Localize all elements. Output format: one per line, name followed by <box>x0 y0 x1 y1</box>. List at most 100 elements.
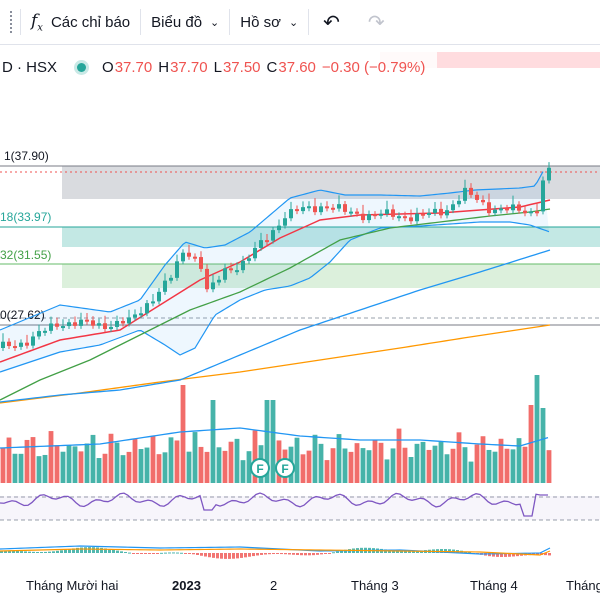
candle-body <box>55 323 59 327</box>
financial-marker[interactable]: F <box>250 458 270 478</box>
candlesticks <box>1 162 551 352</box>
candle-body <box>25 342 29 346</box>
candle-body <box>1 341 5 348</box>
undo-icon[interactable]: ↶ <box>323 11 340 34</box>
macd-bar <box>60 550 63 553</box>
candle-body <box>421 213 425 216</box>
volume-bar <box>96 458 102 483</box>
volume-bar <box>390 448 396 483</box>
candle-body <box>499 208 503 211</box>
volume-bar <box>408 456 414 483</box>
volume-bar <box>348 451 354 483</box>
macd-bar <box>196 553 199 555</box>
candle-body <box>385 209 389 214</box>
candle-body <box>361 213 365 221</box>
candle-body <box>157 291 161 302</box>
candle-body <box>247 258 251 261</box>
macd-bar <box>20 551 23 553</box>
candle-body <box>73 322 77 326</box>
macd-bar <box>332 552 335 554</box>
candle-body <box>121 320 125 324</box>
macd-bar <box>324 553 327 554</box>
volume-bar <box>360 448 366 483</box>
macd-bar <box>216 553 219 559</box>
volume-bar <box>426 449 432 483</box>
macd-bar <box>300 553 303 556</box>
macd-bar <box>4 550 7 553</box>
candle-body <box>169 277 173 281</box>
candle-body <box>283 218 287 226</box>
redo-icon[interactable]: ↷ <box>367 11 385 34</box>
volume-bar <box>342 448 348 483</box>
function-icon: fx <box>31 10 43 34</box>
volume-bar <box>354 443 360 483</box>
macd-bar <box>56 550 59 553</box>
volume-bar <box>480 436 486 483</box>
volume-ma-line <box>0 427 549 449</box>
volume-bar <box>312 434 318 483</box>
macd-line <box>0 545 551 555</box>
volume-bar <box>132 438 138 483</box>
volume-bar <box>522 446 528 483</box>
candle-body <box>49 323 53 331</box>
candle-body <box>187 252 191 257</box>
macd-bar <box>32 551 35 553</box>
macd-bar <box>188 553 191 554</box>
volume-bar <box>144 447 150 483</box>
candle-body <box>415 213 419 222</box>
bollinger-upper <box>0 171 544 331</box>
macd-bar <box>236 553 239 559</box>
indicators-button[interactable]: fx Các chỉ báo <box>21 0 140 44</box>
low-label: L <box>213 58 222 76</box>
x-axis-label: 2 <box>270 578 278 593</box>
profile-button[interactable]: Hồ sơ ⌄ <box>230 0 308 44</box>
candle-body <box>85 319 89 322</box>
candle-body <box>43 330 47 333</box>
macd-bar <box>172 552 175 554</box>
macd-bar <box>0 551 3 553</box>
volume-bar <box>420 441 426 483</box>
volume-bar <box>150 436 156 483</box>
toolbar-divider <box>308 9 310 35</box>
drag-handle-icon[interactable] <box>10 11 16 33</box>
candle-body <box>163 280 167 292</box>
volume-bar <box>330 448 336 483</box>
volume-bar <box>156 454 162 483</box>
volume-bar <box>432 445 438 483</box>
volume-bar <box>138 449 144 483</box>
volume-bar <box>510 449 516 483</box>
candle-body <box>427 212 431 215</box>
volume-bar <box>24 439 30 483</box>
volume-bar <box>414 443 420 483</box>
macd-bar <box>208 553 211 558</box>
candle-body <box>139 313 143 316</box>
chevron-down-icon: ⌄ <box>288 16 299 29</box>
chart-type-button[interactable]: Biểu đồ ⌄ <box>141 0 229 44</box>
fib-level-label: 32(31.55) <box>0 248 51 262</box>
candle-body <box>481 199 485 203</box>
candle-body <box>337 204 341 209</box>
candle-body <box>61 326 65 329</box>
candle-body <box>271 230 275 241</box>
candle-body <box>331 207 335 210</box>
candle-body <box>175 261 179 278</box>
macd-bar <box>12 550 15 553</box>
candle-body <box>97 323 101 326</box>
rsi-band <box>0 496 600 520</box>
macd-bar <box>100 547 103 553</box>
candle-body <box>325 206 329 209</box>
symbol-name[interactable]: D · HSX <box>2 58 58 76</box>
x-axis-label: 2023 <box>172 578 201 593</box>
financial-marker[interactable]: F <box>275 458 295 478</box>
volume-bar <box>108 433 114 483</box>
macd-bar <box>548 553 551 556</box>
macd-bar <box>128 552 131 554</box>
volume-bar <box>174 440 180 483</box>
fib-level-label: 18(33.97) <box>0 210 51 224</box>
candle-body <box>277 225 281 231</box>
candle-body <box>265 240 269 243</box>
moving-averages <box>0 199 551 404</box>
chevron-down-icon: ⌄ <box>210 16 220 29</box>
volume-bar <box>318 443 324 483</box>
